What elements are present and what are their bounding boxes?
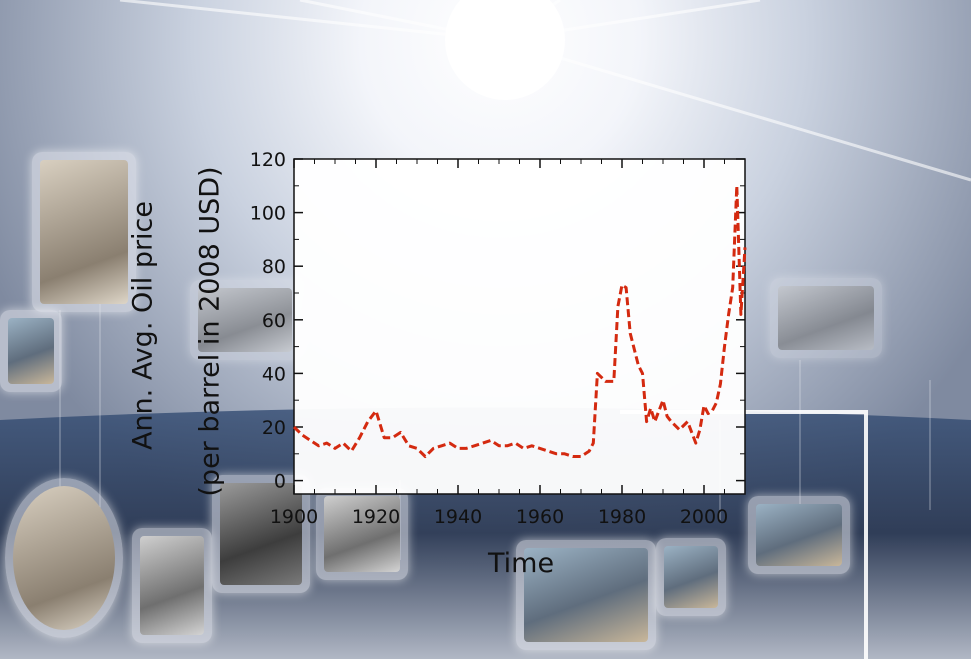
y-tick-label: 120 <box>250 149 286 171</box>
photo-group-photo <box>748 496 850 574</box>
y-tick-label: 60 <box>262 310 286 332</box>
x-tick-label: 1940 <box>434 506 482 528</box>
photo-person-with-panel <box>656 538 726 616</box>
photo-sculpture <box>770 278 882 358</box>
series-line-oil-price <box>292 184 747 458</box>
x-tick-label: 1900 <box>270 506 318 528</box>
y-tick-label: 0 <box>274 471 286 493</box>
y-tick-label: 40 <box>262 363 286 385</box>
photo-lighthouse <box>516 540 656 650</box>
x-tick-label: 1920 <box>352 506 400 528</box>
y-tick-label: 80 <box>262 256 286 278</box>
x-axis-label: Time <box>488 548 555 579</box>
photo-portrait-bearded <box>316 488 408 580</box>
y-axis-label-line1: Ann. Avg. Oil price <box>127 200 159 451</box>
y-axis-label-line2: (per barrel in 2008 USD) <box>194 166 226 497</box>
y-tick-label: 100 <box>250 203 286 225</box>
photo-machine <box>190 280 300 360</box>
photo-portrait-engraving <box>32 152 136 312</box>
x-axis: 1900 1920 1940 1960 1980 2000 <box>270 159 728 528</box>
photo-portrait-man <box>132 528 212 643</box>
series-group <box>292 184 747 458</box>
plot-area <box>294 159 745 494</box>
y-tick-label: 20 <box>262 417 286 439</box>
y-axis: 0 20 40 60 80 100 120 <box>250 149 745 493</box>
x-tick-label: 1980 <box>598 506 646 528</box>
photo-gold-object <box>0 310 62 392</box>
x-tick-label: 2000 <box>680 506 728 528</box>
photo-portrait-oval <box>5 478 123 638</box>
x-tick-label: 1960 <box>516 506 564 528</box>
